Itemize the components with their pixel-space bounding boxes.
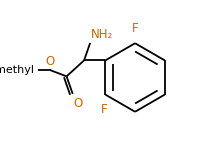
Text: O: O [45,55,54,68]
Text: NH₂: NH₂ [90,28,113,41]
Text: methyl: methyl [0,65,34,75]
Text: F: F [131,22,138,35]
Text: O: O [73,97,82,110]
Text: F: F [100,103,107,116]
